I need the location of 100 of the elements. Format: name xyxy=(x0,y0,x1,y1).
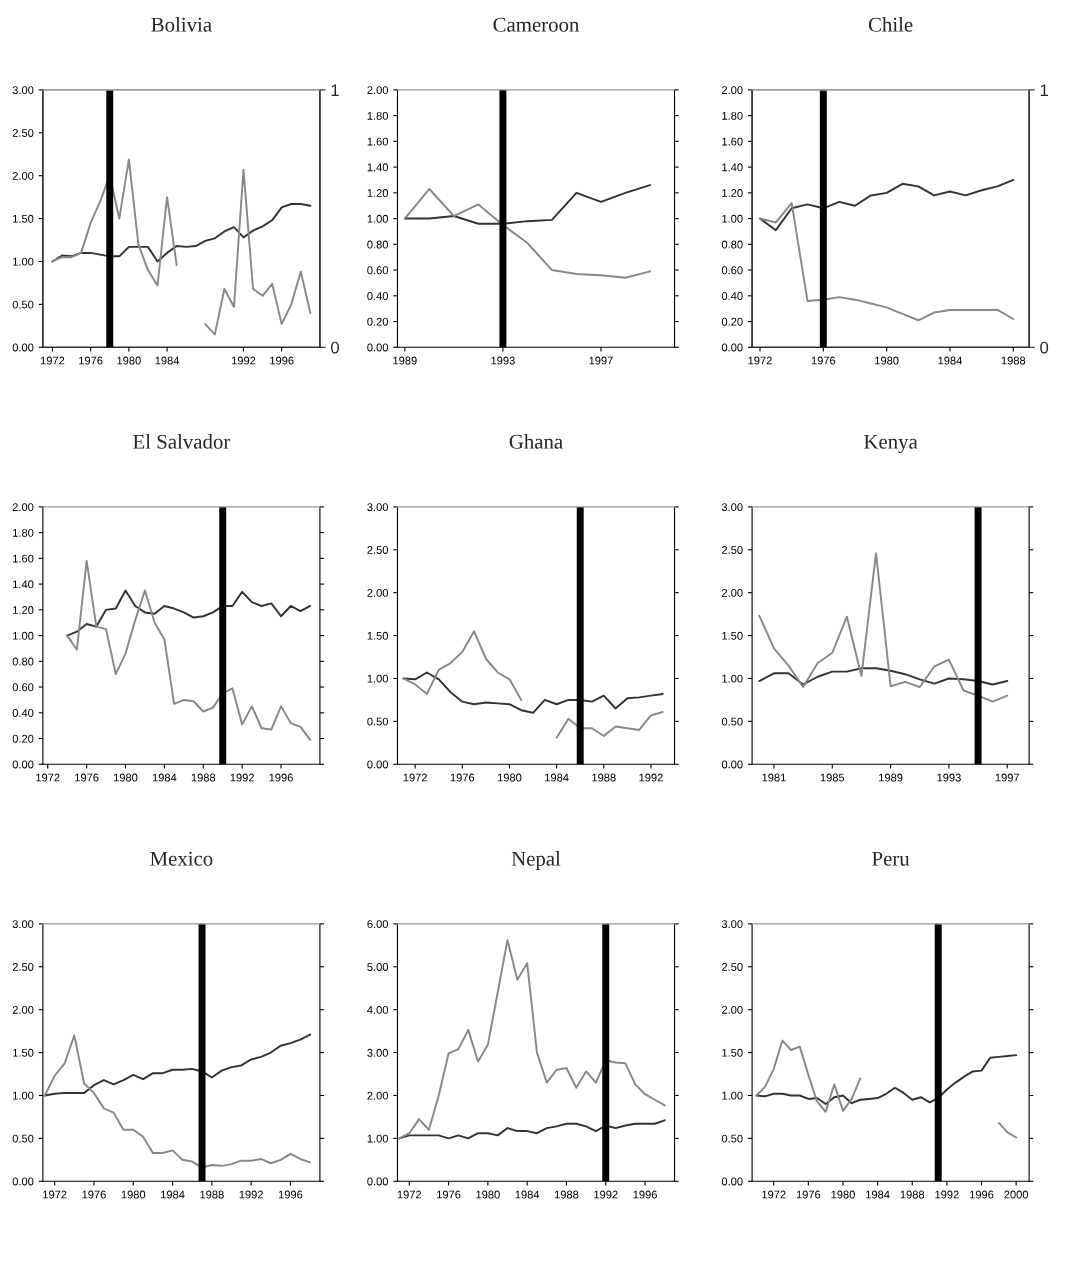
y-tick-label: 1.50 xyxy=(722,1048,743,1057)
x-tick-label: 1980 xyxy=(117,356,141,365)
y2-tick-label: 1 xyxy=(331,84,339,96)
x-tick-label: 1997 xyxy=(995,773,1020,782)
y-tick-label: 2.50 xyxy=(721,546,743,554)
line-series xyxy=(755,1054,1018,1106)
y-tick-label: 5.00 xyxy=(367,963,389,971)
x-tick-label: 1993 xyxy=(937,773,961,782)
y-tick-label: 1.20 xyxy=(367,189,389,197)
y-tick-label: 1.50 xyxy=(13,1048,34,1057)
x-tick-label: 1984 xyxy=(155,356,180,365)
line-series xyxy=(403,188,651,279)
line-series xyxy=(43,1034,312,1169)
x-tick-label: 1980 xyxy=(831,1190,855,1199)
y-tick-label: 2.00 xyxy=(367,1091,389,1100)
y-tick-label: 0.40 xyxy=(721,292,743,300)
chart-title: El Salvador xyxy=(133,434,231,449)
x-tick-label: 1988 xyxy=(592,773,616,782)
chart-title: Peru xyxy=(872,851,910,866)
y-tick-label: 0.80 xyxy=(367,240,389,249)
y-tick-label: 1.80 xyxy=(13,528,34,537)
x-tick-label: 1992 xyxy=(230,773,254,782)
y-tick-label: 1.50 xyxy=(367,631,389,640)
y-tick-label: 0.00 xyxy=(12,343,34,352)
y-tick-label: 1.00 xyxy=(367,1134,389,1143)
y-tick-label: 2.00 xyxy=(721,588,743,597)
y-tick-label: 0.50 xyxy=(12,300,34,309)
y-tick-label: 1.80 xyxy=(722,111,743,120)
chart-title: Bolivia xyxy=(151,17,212,32)
x-tick-label: 1988 xyxy=(191,773,216,782)
x-tick-label: 1984 xyxy=(152,773,177,782)
line-series xyxy=(66,559,312,741)
x-tick-label: 1992 xyxy=(935,1190,959,1199)
x-tick-label: 1996 xyxy=(270,356,294,365)
y-tick-label: 2.00 xyxy=(721,86,743,95)
y-tick-label: 1.40 xyxy=(722,163,743,172)
y-tick-label: 4.00 xyxy=(367,1005,389,1014)
y-tick-label: 2.00 xyxy=(367,86,389,95)
y2-tick-label: 0 xyxy=(330,341,339,354)
x-tick-label: 1981 xyxy=(762,773,786,782)
y-tick-label: 1.00 xyxy=(367,674,389,683)
y-tick-label: 1.40 xyxy=(367,163,389,172)
y-tick-label: 3.00 xyxy=(12,86,34,95)
y2-tick-label: 0 xyxy=(1040,341,1049,354)
y-tick-label: 1.00 xyxy=(367,214,389,223)
x-tick-label: 1972 xyxy=(397,1190,422,1199)
line-series xyxy=(398,939,666,1140)
y-tick-label: 1.20 xyxy=(722,189,743,197)
x-tick-label: 1984 xyxy=(545,773,569,782)
line-series xyxy=(758,667,1009,686)
x-tick-label: 1988 xyxy=(900,1190,925,1199)
line-series xyxy=(403,184,651,225)
x-tick-label: 1976 xyxy=(79,356,103,365)
y-tick-label: 3.00 xyxy=(367,1048,389,1057)
y-tick-label: 1.00 xyxy=(13,1091,34,1100)
y-tick-label: 0.00 xyxy=(721,760,743,769)
y-tick-label: 0.50 xyxy=(367,717,389,726)
x-tick-label: 1988 xyxy=(200,1190,224,1199)
x-tick-label: 1984 xyxy=(866,1190,890,1199)
x-tick-label: 1976 xyxy=(450,773,475,782)
x-tick-label: 1980 xyxy=(497,773,522,782)
y-tick-label: 1.00 xyxy=(13,631,34,640)
y-tick-label: 2.00 xyxy=(721,1005,743,1014)
x-tick-label: 1984 xyxy=(938,356,962,365)
x-tick-label: 1976 xyxy=(811,356,836,365)
chart-title: Cameroon xyxy=(493,17,580,32)
y-tick-label: 1.60 xyxy=(722,137,743,146)
x-tick-label: 1976 xyxy=(437,1190,461,1199)
y-tick-label: 3.00 xyxy=(367,503,389,512)
x-tick-label: 1988 xyxy=(1001,356,1026,365)
x-tick-label: 1980 xyxy=(476,1190,500,1199)
chart-title: Chile xyxy=(868,17,913,32)
y-tick-label: 1.80 xyxy=(367,111,389,120)
y-tick-label: 1.50 xyxy=(13,214,34,223)
y-tick-label: 0.20 xyxy=(721,317,743,326)
y-tick-label: 2.50 xyxy=(12,963,34,971)
y2-tick-label: 1 xyxy=(1040,84,1048,96)
x-tick-label: 1992 xyxy=(594,1190,618,1199)
y-tick-label: 2.00 xyxy=(12,1005,34,1014)
y-tick-label: 1.40 xyxy=(13,580,34,589)
y-tick-label: 0.80 xyxy=(12,657,34,666)
y-tick-label: 1.00 xyxy=(722,214,743,223)
y-tick-label: 0.60 xyxy=(12,683,34,692)
x-tick-label: 1997 xyxy=(589,356,613,365)
chart-title: Nepal xyxy=(511,851,561,870)
y-tick-label: 0.20 xyxy=(367,317,389,326)
line-series xyxy=(758,552,1009,703)
x-tick-label: 1989 xyxy=(879,773,903,782)
line-series xyxy=(43,1033,312,1097)
x-tick-label: 2000 xyxy=(1004,1190,1029,1199)
x-tick-label: 1980 xyxy=(875,356,899,365)
x-tick-label: 1992 xyxy=(639,773,663,782)
y-tick-label: 2.00 xyxy=(12,503,34,512)
y-tick-label: 2.50 xyxy=(12,129,34,137)
x-tick-label: 1985 xyxy=(820,773,845,782)
x-tick-label: 1972 xyxy=(403,773,427,782)
y-tick-label: 0.00 xyxy=(367,760,389,769)
x-tick-label: 1996 xyxy=(633,1190,657,1199)
y-tick-label: 1.00 xyxy=(13,257,34,266)
y-tick-label: 0.00 xyxy=(12,1177,34,1186)
